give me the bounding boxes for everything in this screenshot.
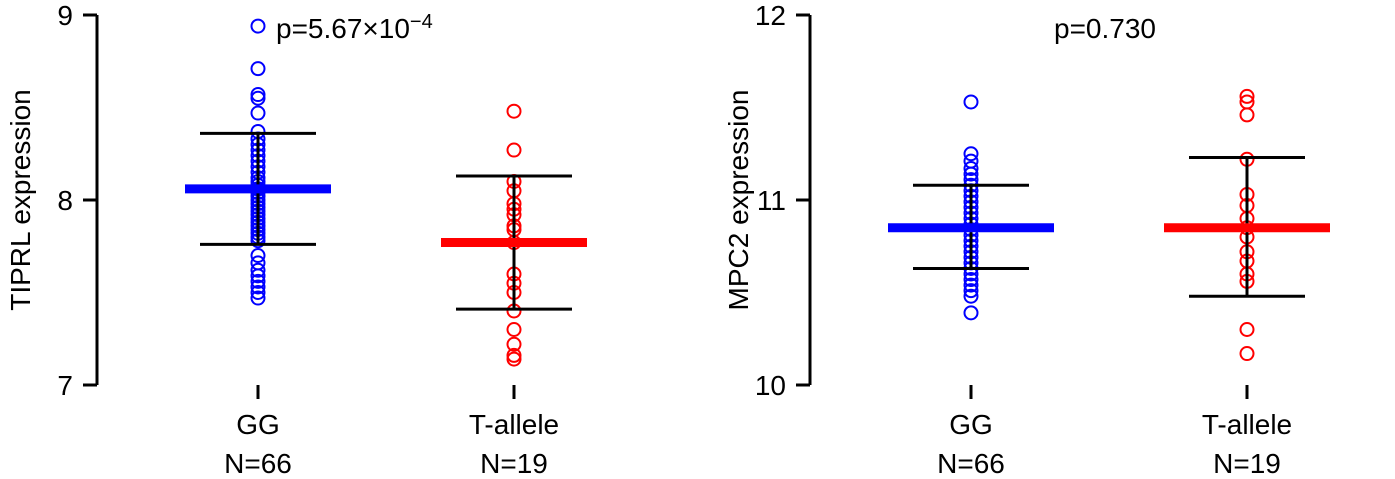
- data-point: [506, 336, 522, 352]
- data-point: [250, 248, 266, 263]
- data-point: [1239, 107, 1255, 123]
- y-tick-label: 11: [757, 185, 786, 216]
- y-axis-title: MPC2 expression: [723, 90, 754, 311]
- p-value-label: p=5.67×10−4: [276, 11, 433, 44]
- group-n-label: N=19: [480, 448, 548, 479]
- data-point: [963, 277, 979, 293]
- data-point: [250, 105, 266, 121]
- y-tick-label: 10: [755, 370, 786, 401]
- y-axis-title: TIPRL expression: [5, 89, 36, 311]
- group-n-label: N=66: [224, 448, 292, 479]
- data-point: [250, 290, 266, 306]
- group-label: GG: [949, 409, 993, 440]
- group-label: T-allele: [469, 409, 559, 440]
- data-point: [963, 288, 979, 304]
- data-point: [963, 166, 979, 182]
- group-n-label: N=19: [1213, 448, 1281, 479]
- data-point: [963, 272, 979, 288]
- y-tick-label: 8: [57, 185, 73, 216]
- data-point: [250, 285, 266, 300]
- data-point: [250, 18, 266, 34]
- data-point: [506, 103, 522, 119]
- data-point: [963, 146, 979, 162]
- data-point: [1239, 346, 1255, 362]
- data-point: [250, 268, 266, 284]
- data-point: [506, 142, 522, 158]
- data-point: [963, 94, 979, 110]
- data-point: [250, 90, 266, 106]
- group-n-label: N=66: [937, 448, 1005, 479]
- y-tick-label: 7: [57, 370, 73, 401]
- data-point: [1239, 322, 1255, 337]
- data-point: [250, 279, 266, 295]
- y-tick-label: 12: [755, 0, 786, 31]
- data-point: [250, 61, 266, 77]
- data-point: [250, 262, 266, 278]
- data-point: [506, 351, 522, 367]
- panel-tiprl: 7 8 9 TIPRL expression p=5.67×10−4 GG N=66 T-al…: [5, 0, 587, 479]
- data-point: [963, 305, 979, 321]
- data-point: [1239, 88, 1255, 104]
- p-value-label: p=0.730: [1054, 13, 1156, 44]
- data-point: [963, 283, 979, 299]
- p-value-exponent: −4: [410, 11, 433, 33]
- data-point: [250, 273, 266, 289]
- data-point: [963, 161, 979, 177]
- group-label: GG: [236, 409, 280, 440]
- group-label: T-allele: [1202, 409, 1292, 440]
- data-point: [506, 322, 522, 337]
- panel-mpc2: 10 11 12 MPC2 expression p=0.730 GG N=66 T-alle…: [723, 0, 1330, 479]
- y-tick-label: 9: [57, 0, 73, 31]
